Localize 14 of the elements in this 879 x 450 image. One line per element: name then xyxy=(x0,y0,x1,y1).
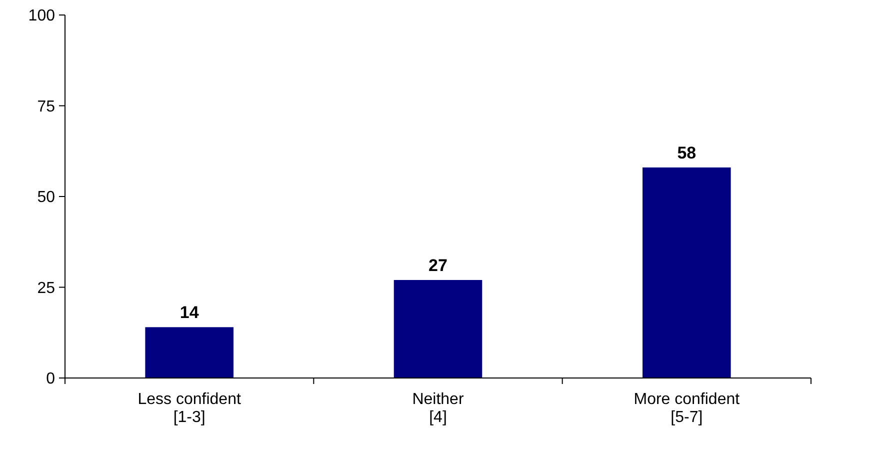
y-tick-label: 0 xyxy=(46,370,56,388)
bar xyxy=(394,280,482,378)
data-label: 58 xyxy=(677,143,696,162)
y-tick-label: 50 xyxy=(37,189,56,206)
y-tick-label: 75 xyxy=(37,98,56,116)
x-tick-label: Less confident [1-3] xyxy=(138,391,242,426)
x-tick-label: More confident [5-7] xyxy=(634,391,740,426)
data-label: 14 xyxy=(180,303,200,322)
x-tick-label: Neither [4] xyxy=(412,391,464,426)
bar xyxy=(642,167,731,378)
data-label: 27 xyxy=(428,256,448,275)
bar xyxy=(145,327,234,378)
y-tick-label: 25 xyxy=(37,280,56,297)
y-tick-label: 100 xyxy=(28,8,56,25)
